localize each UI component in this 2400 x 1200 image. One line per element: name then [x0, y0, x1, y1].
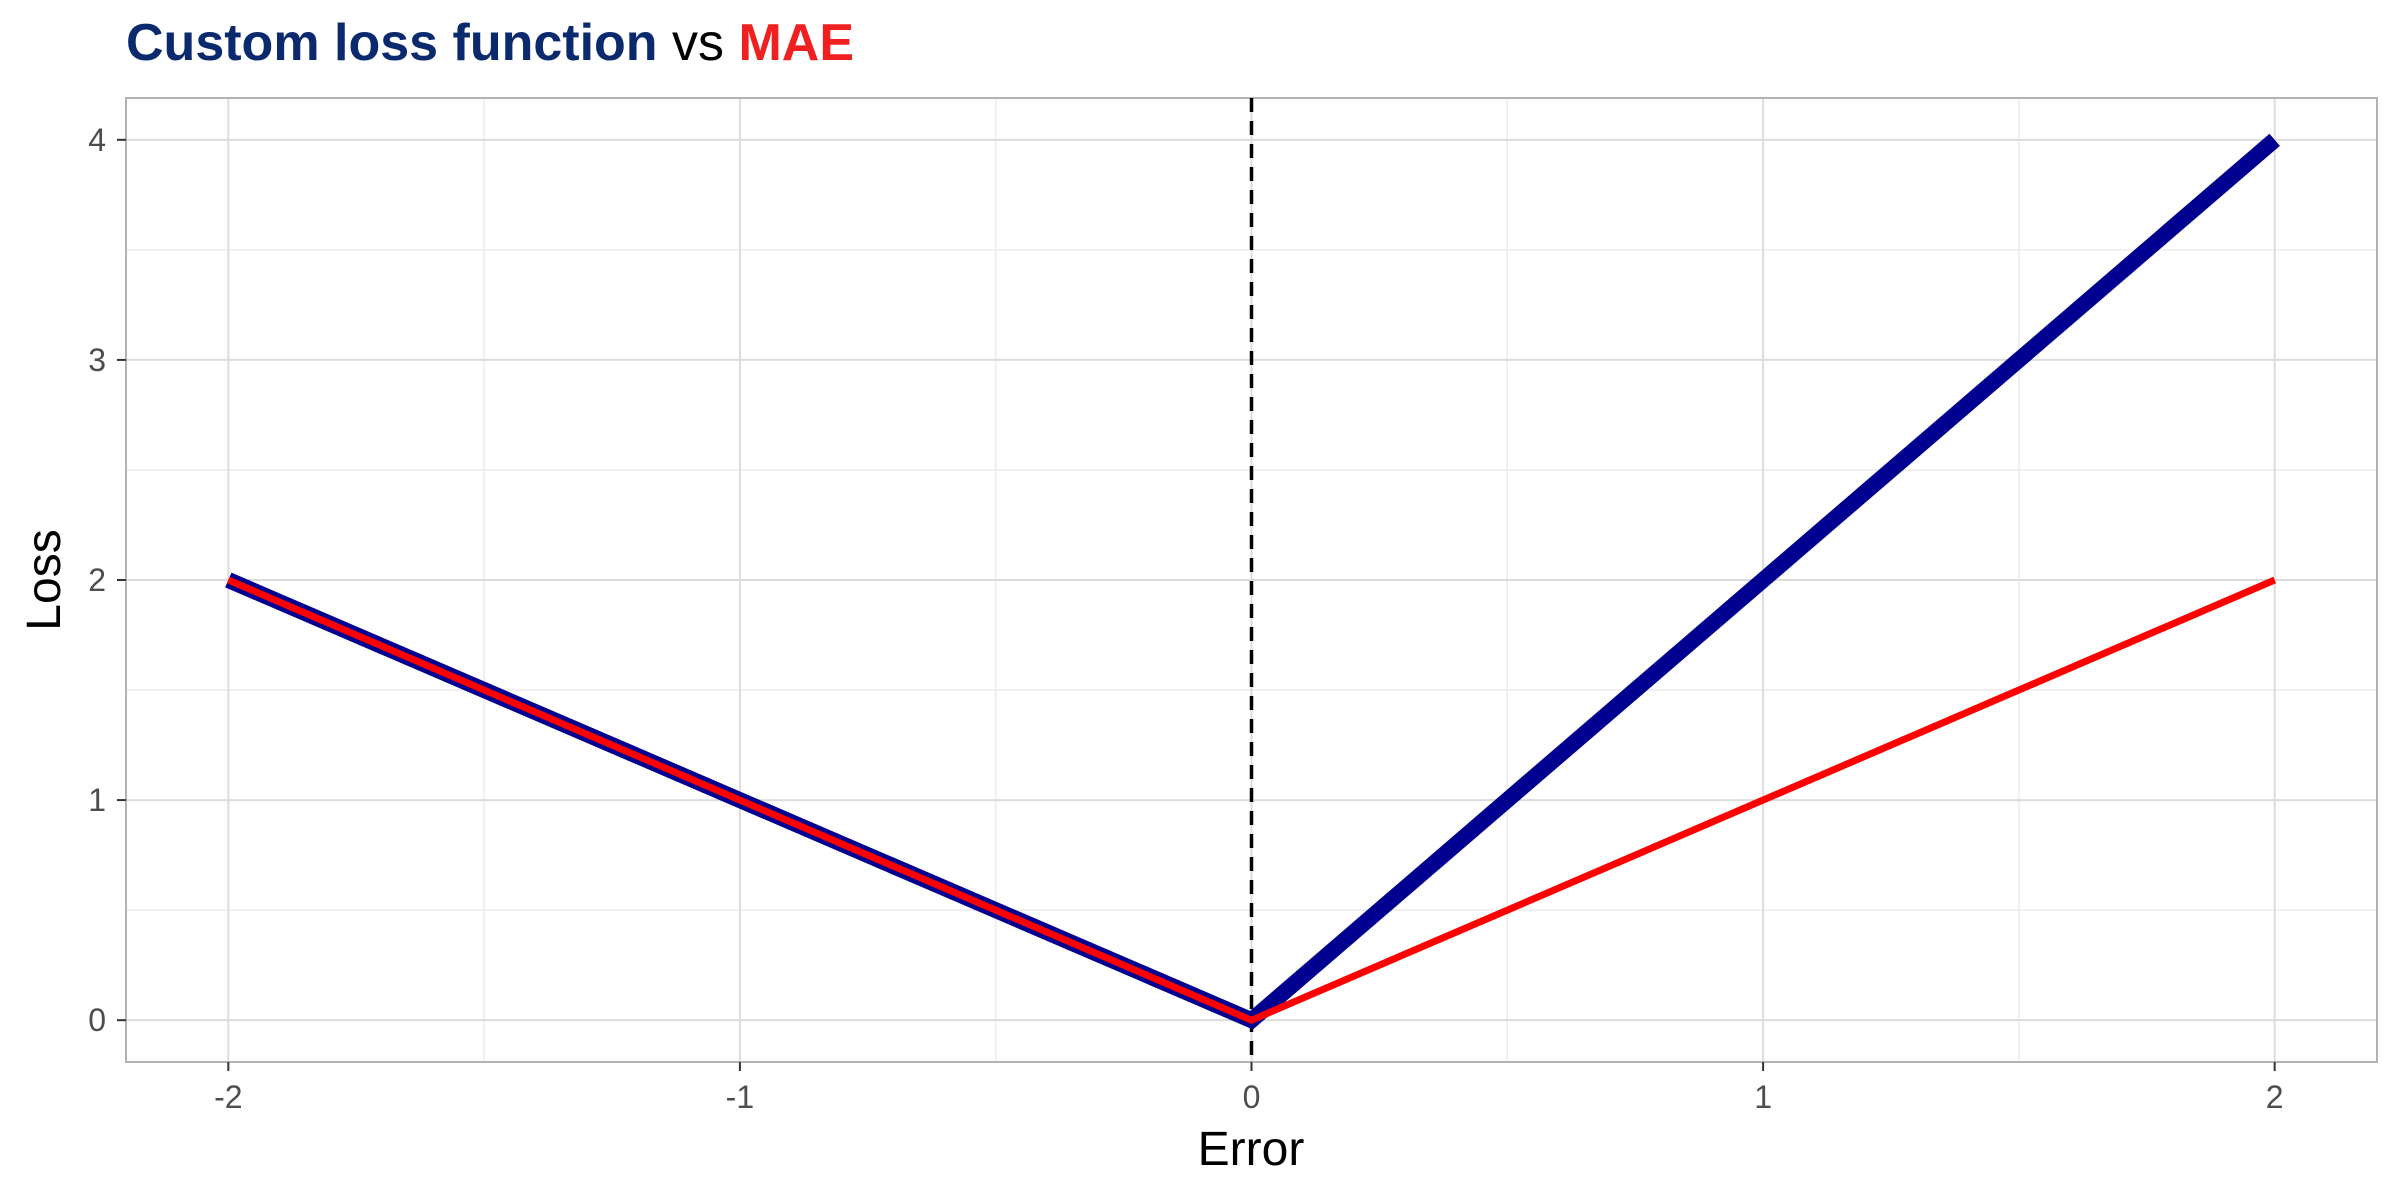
title-vs: vs	[658, 14, 739, 72]
title-mae: MAE	[738, 14, 854, 72]
x-tick-label: 2	[2266, 1079, 2284, 1115]
y-tick-label: 3	[88, 342, 106, 378]
y-axis-ticks: 0 1 2 3 4	[88, 122, 126, 1038]
x-axis-ticks: -2 -1 0 1 2	[214, 1062, 2284, 1115]
x-tick-label: -2	[214, 1079, 242, 1115]
y-axis-label: Loss	[18, 529, 71, 630]
series-layer	[225, 133, 2280, 1030]
y-tick-label: 0	[88, 1002, 106, 1038]
x-tick-label: 1	[1754, 1079, 1772, 1115]
chart-title: Custom loss function vs MAE	[126, 14, 854, 72]
x-tick-label: -1	[726, 1079, 754, 1115]
y-tick-label: 2	[88, 562, 106, 598]
x-axis-label: Error	[1198, 1123, 1305, 1176]
series-line-mae	[226, 576, 2277, 1024]
x-tick-label: 0	[1243, 1079, 1261, 1115]
y-tick-label: 1	[88, 782, 106, 818]
y-tick-label: 4	[88, 122, 106, 158]
title-custom-loss: Custom loss function	[126, 14, 658, 72]
